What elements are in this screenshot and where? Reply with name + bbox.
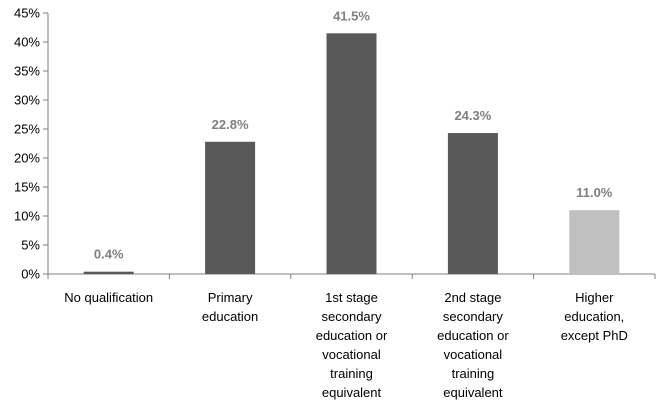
x-category-label-line: education	[202, 309, 258, 324]
x-category-label-line: equivalent	[443, 385, 503, 400]
x-category-label-line: training	[452, 366, 495, 381]
x-category-label-line: 1st stage	[325, 290, 378, 305]
y-tick-label: 0%	[21, 267, 40, 282]
x-category-label-line: secondary	[443, 309, 503, 324]
x-category-label: 2nd stage secondary education or vocational…	[437, 290, 509, 400]
x-category-label-line: Higher	[575, 290, 614, 305]
y-tick-label: 25%	[14, 122, 40, 137]
y-tick-label: 45%	[14, 6, 40, 21]
bar-data-label: 24.3%	[454, 108, 491, 123]
x-category-label-line: education,	[564, 309, 624, 324]
y-tick-label: 5%	[21, 238, 40, 253]
bar	[569, 210, 620, 274]
y-tick-label: 35%	[14, 64, 40, 79]
bar	[83, 271, 134, 274]
x-category-label-line: Primary	[208, 290, 253, 305]
bar	[205, 141, 256, 274]
x-category-label: Higher education, except PhD	[561, 290, 628, 343]
x-category-label: 1st stage secondary education or vocational…	[316, 290, 388, 400]
x-category-label-line: vocational	[444, 347, 503, 362]
y-tick-label: 40%	[14, 35, 40, 50]
category-labels: No qualification Primary education 1st stag…	[64, 290, 628, 400]
bar-data-label: 11.0%	[576, 185, 613, 200]
y-axis: 0% 5% 10% 15% 20% 25% 30% 35% 40% 45%	[14, 6, 49, 282]
y-tick-label: 15%	[14, 180, 40, 195]
bar-data-label: 22.8%	[212, 117, 249, 132]
bar-data-label: 41.5%	[333, 8, 370, 23]
x-category-label-line: education or	[437, 328, 509, 343]
x-category-label-line: training	[330, 366, 373, 381]
x-category-label-line: education or	[316, 328, 388, 343]
x-category-label: No qualification	[64, 290, 153, 305]
y-tick-label: 30%	[14, 93, 40, 108]
y-tick-label: 10%	[14, 209, 40, 224]
bar	[447, 133, 498, 274]
x-category-label-line: 2nd stage	[444, 290, 501, 305]
x-category-label-line: vocational	[322, 347, 381, 362]
y-tick-label: 20%	[14, 151, 40, 166]
x-category-label: Primary education	[202, 290, 258, 324]
x-axis	[47, 273, 656, 279]
data-labels: 0.4% 22.8% 41.5% 24.3% 11.0%	[94, 8, 613, 261]
bars	[83, 33, 620, 274]
bar	[326, 33, 377, 274]
bar-data-label: 0.4%	[94, 247, 124, 262]
x-category-label-line: No qualification	[64, 290, 153, 305]
x-category-label-line: secondary	[322, 309, 382, 324]
x-category-label-line: equivalent	[322, 385, 382, 400]
x-category-label-line: except PhD	[561, 328, 628, 343]
